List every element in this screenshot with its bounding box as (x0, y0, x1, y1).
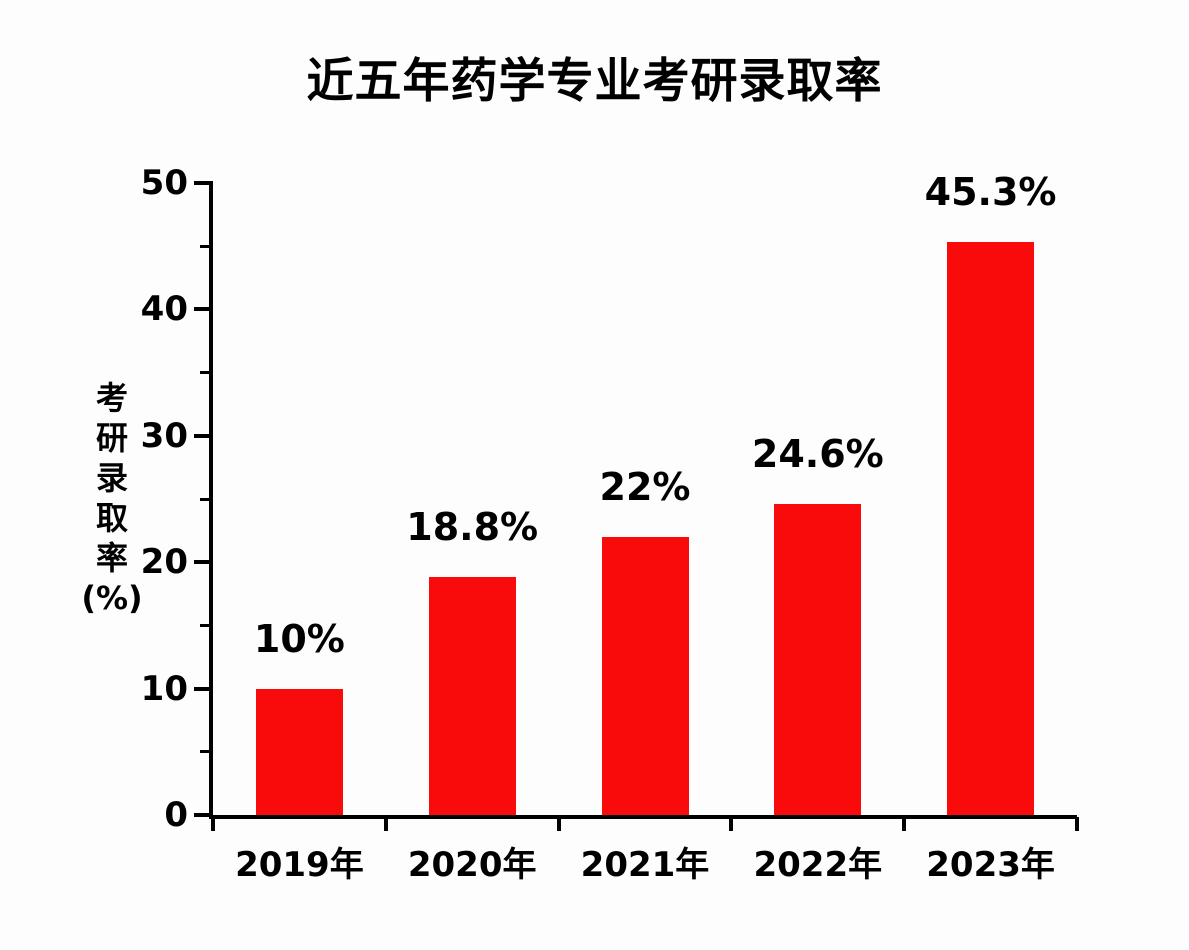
chart-title: 近五年药学专业考研录取率 (306, 54, 883, 109)
bar-2023年[interactable] (947, 242, 1035, 815)
bar-2019年[interactable] (255, 688, 343, 815)
y-axis-tick-label: 30 (140, 415, 188, 456)
x-axis-tick (902, 817, 907, 831)
y-axis-minor-tick (200, 623, 209, 627)
x-axis-tick (211, 817, 215, 831)
x-axis-category-label: 2022年 (753, 845, 883, 885)
x-axis-category-label: 2020年 (407, 845, 537, 885)
y-axis-major-tick (194, 686, 209, 691)
y-axis-minor-tick (200, 497, 209, 501)
plot-area: 0 10 20 30 40 50 10% 2019年 18.8% 2020年 22% 2021年 24.… (141, 163, 1079, 885)
x-axis-category-label: 2023年 (926, 845, 1055, 885)
y-axis-major-tick (194, 307, 209, 312)
x-axis-tick (383, 817, 388, 831)
bar-2022年[interactable] (774, 504, 862, 815)
y-axis-line (209, 181, 213, 819)
y-axis-major-tick (194, 560, 209, 565)
y-axis-tick-label: 50 (140, 163, 188, 203)
y-axis-title: 考 研 录 取 率 (%) (81, 379, 143, 617)
bar-value-label: 24.6% (751, 432, 884, 477)
y-axis-tick-label: 0 (164, 795, 188, 835)
bar-2021年[interactable] (601, 536, 689, 815)
y-axis-major-tick (194, 181, 209, 185)
y-axis-tick-label: 20 (140, 542, 188, 583)
y-axis-minor-tick (200, 244, 209, 248)
x-axis-category-label: 2019年 (235, 845, 364, 885)
x-axis-line (209, 815, 1077, 819)
bar-value-label: 10% (253, 616, 345, 661)
x-axis-category-label: 2021年 (580, 845, 710, 885)
y-axis-minor-tick (200, 371, 209, 375)
y-axis-major-tick (194, 433, 209, 438)
bar-value-label: 18.8% (406, 505, 539, 550)
bar-value-label: 22% (599, 464, 691, 509)
x-axis-tick (1075, 817, 1079, 831)
x-axis-tick (729, 817, 734, 831)
y-axis-tick-label: 40 (140, 289, 188, 330)
x-axis-tick (556, 817, 561, 831)
y-axis-major-tick (194, 813, 209, 817)
y-axis-tick-label: 10 (140, 668, 188, 709)
bar-value-label: 45.3% (924, 170, 1057, 215)
y-axis-minor-tick (200, 750, 209, 754)
bar-2020年[interactable] (428, 577, 516, 815)
